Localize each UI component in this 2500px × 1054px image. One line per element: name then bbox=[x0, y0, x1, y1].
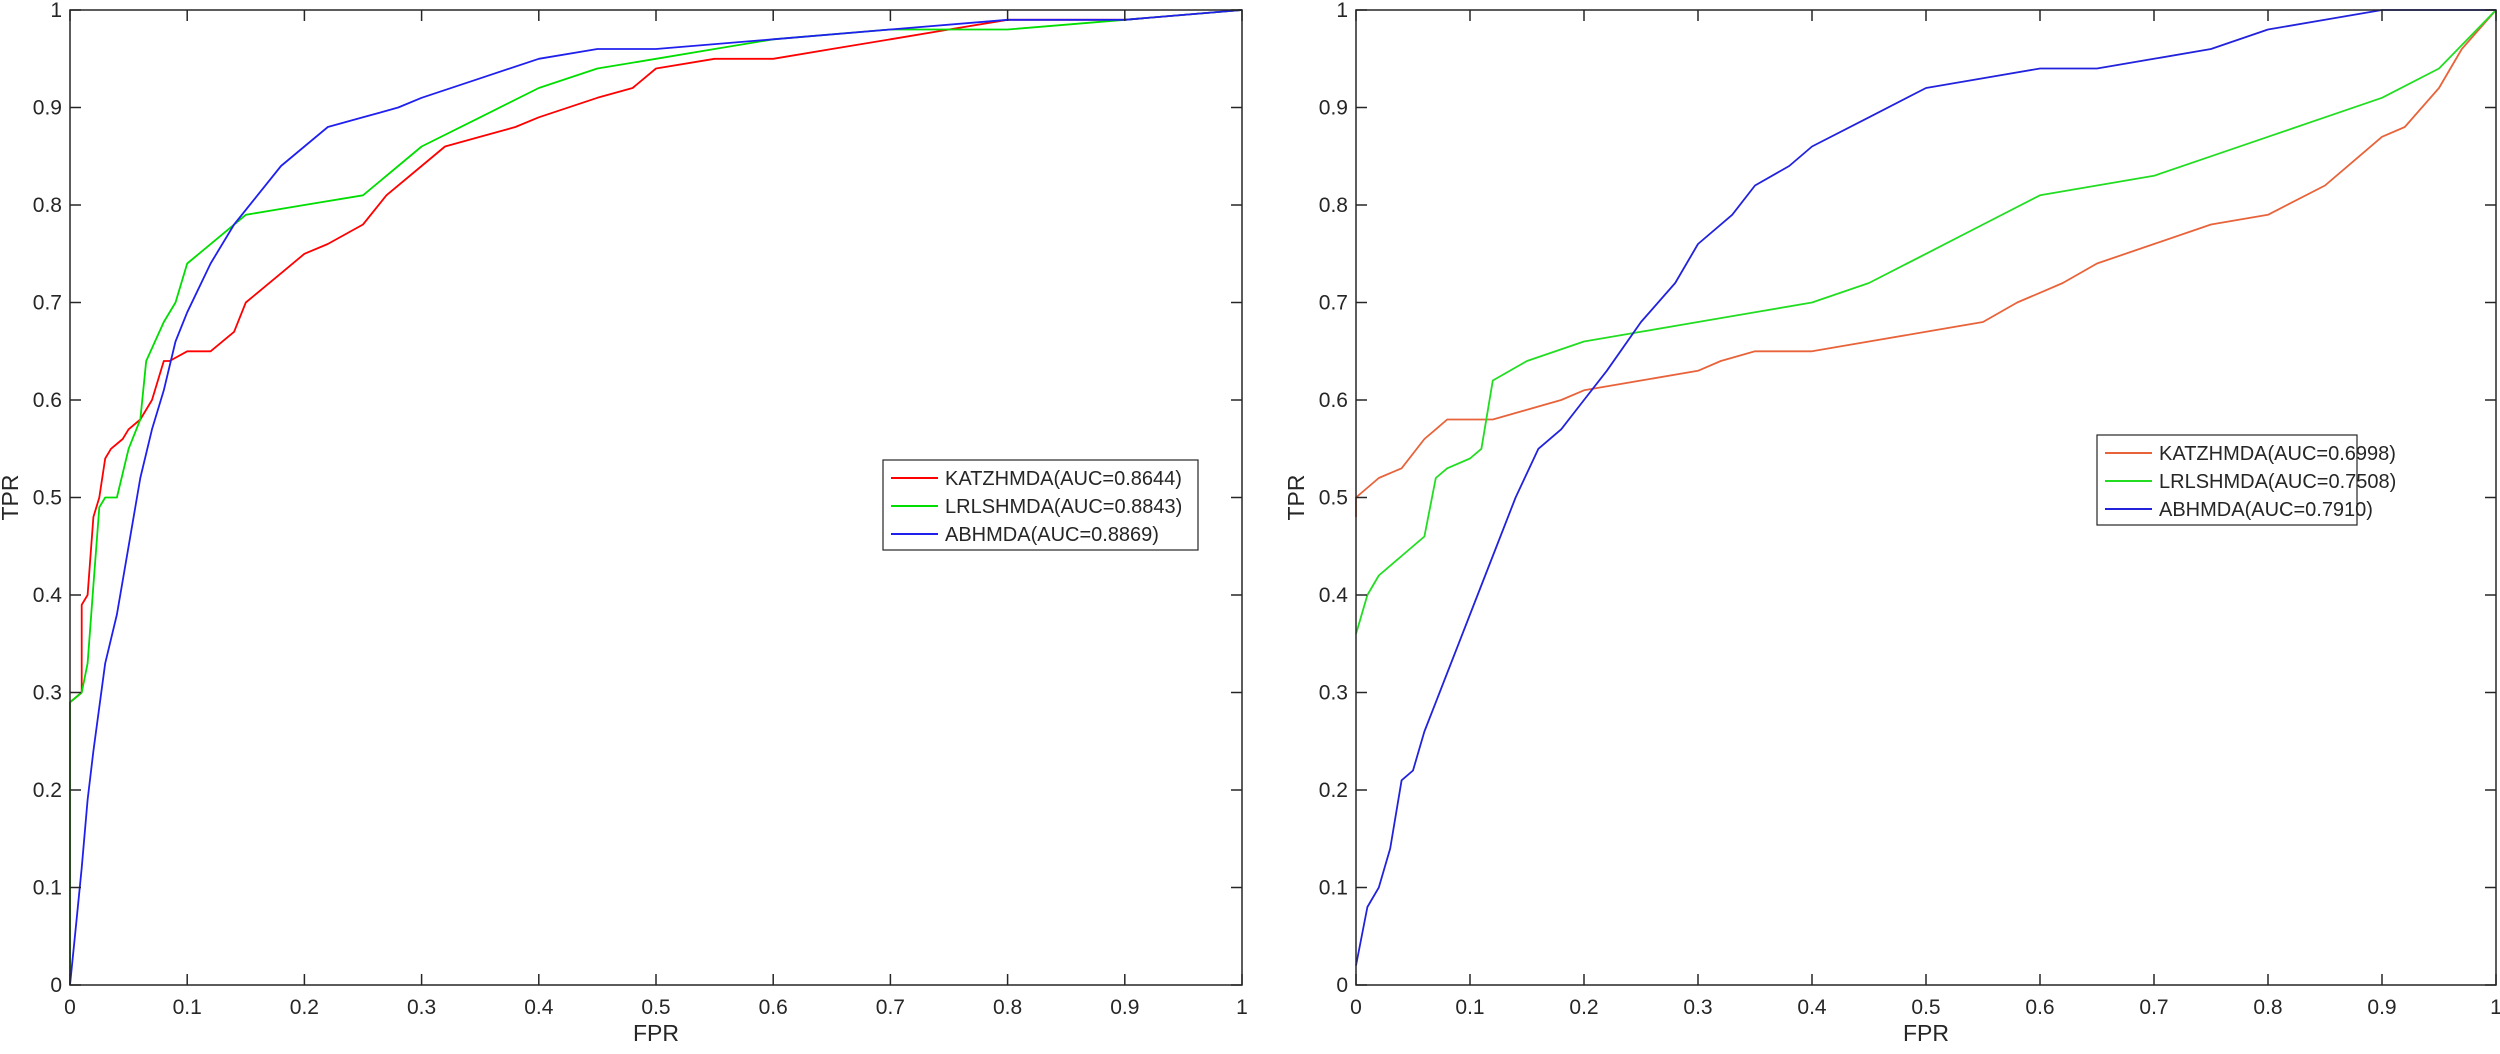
chart-panel-1: 0 0.1 0.2 0.3 0.4 0.5 0.6 0.7 0.8 0.9 1 0 0.1 0.2 0.3 0… bbox=[0, 0, 1248, 1046]
x-tick-label: 0.3 bbox=[1683, 996, 1712, 1019]
y-tick-label: 0.2 bbox=[1319, 779, 1348, 802]
x-tick-label: 0.8 bbox=[2253, 996, 2282, 1019]
x-tick-label: 0.6 bbox=[759, 996, 788, 1019]
y-tick-label: 0.7 bbox=[1319, 292, 1348, 315]
x-tick-label: 0.4 bbox=[524, 996, 554, 1019]
y-tick-label: 0.9 bbox=[1319, 97, 1348, 120]
legend-entry: LRLSHMDA(AUC=0.8843) bbox=[945, 496, 1182, 518]
x-tick-label: 1 bbox=[2490, 996, 2500, 1019]
y-axis-label: TPR bbox=[0, 475, 23, 521]
x-tick-label: 0.9 bbox=[1110, 996, 1139, 1019]
y-tick-label: 0.3 bbox=[33, 682, 62, 705]
x-tick-label: 0.7 bbox=[876, 996, 905, 1019]
y-tick-label: 0.4 bbox=[1319, 584, 1349, 607]
x-tick-label: 0.1 bbox=[1455, 996, 1484, 1019]
series-line-1 bbox=[1355, 9, 2497, 517]
y-tick-label: 0.5 bbox=[1319, 487, 1348, 510]
y-tick-label: 0.1 bbox=[33, 877, 62, 900]
y-tick-label: 0.7 bbox=[33, 292, 62, 315]
x-axis-label: FPR bbox=[1903, 1020, 1949, 1046]
y-axis-label: TPR bbox=[1283, 475, 1309, 521]
x-tick-label: 0.6 bbox=[2025, 996, 2054, 1019]
x-tick-label: 0 bbox=[1350, 996, 1362, 1019]
y-tick-label: 0.9 bbox=[33, 97, 62, 120]
x-tick-label: 0.9 bbox=[2367, 996, 2396, 1019]
x-axis-label: FPR bbox=[633, 1020, 679, 1046]
series-line-1 bbox=[69, 9, 1243, 985]
legend: KATZHMDA(AUC=0.6998) LRLSHMDA(AUC=0.7508)… bbox=[2096, 434, 2396, 526]
y-tick-label: 0 bbox=[50, 974, 62, 997]
x-tick-label: 0.5 bbox=[1911, 996, 1940, 1019]
x-tick-label: 0.2 bbox=[1569, 996, 1598, 1019]
y-tick-label: 1 bbox=[50, 0, 62, 22]
y-tick-label: 0.6 bbox=[1319, 389, 1348, 412]
y-tick-label: 0.3 bbox=[1319, 682, 1348, 705]
series-line-3 bbox=[69, 9, 1243, 986]
y-tick-label: 0.2 bbox=[33, 779, 62, 802]
y-tick-label: 1 bbox=[1336, 0, 1348, 22]
y-tick-label: 0.8 bbox=[1319, 194, 1348, 217]
series-line-2 bbox=[69, 9, 1243, 985]
x-tick-label: 0.3 bbox=[407, 996, 436, 1019]
x-tick-label: 0.4 bbox=[1797, 996, 1827, 1019]
series-line-2 bbox=[1355, 9, 2497, 635]
y-tick-label: 0.8 bbox=[33, 194, 62, 217]
y-tick-label: 0.6 bbox=[33, 389, 62, 412]
y-tick-label: 0 bbox=[1336, 974, 1348, 997]
legend-entry: LRLSHMDA(AUC=0.7508) bbox=[2159, 471, 2396, 493]
x-tick-label: 0.7 bbox=[2139, 996, 2168, 1019]
x-tick-label: 1 bbox=[1236, 996, 1248, 1019]
x-tick-label: 0.1 bbox=[173, 996, 202, 1019]
y-tick-label: 0.5 bbox=[33, 487, 62, 510]
x-tick-label: 0.5 bbox=[641, 996, 670, 1019]
legend: KATZHMDA(AUC=0.8644) LRLSHMDA(AUC=0.8843)… bbox=[882, 459, 1199, 551]
series-line-3 bbox=[1355, 9, 2496, 966]
x-tick-label: 0.8 bbox=[993, 996, 1022, 1019]
legend-entry: ABHMDA(AUC=0.7910) bbox=[2159, 499, 2373, 521]
x-tick-label: 0.2 bbox=[290, 996, 319, 1019]
y-tick-label: 0.4 bbox=[33, 584, 63, 607]
legend-entry: ABHMDA(AUC=0.8869) bbox=[945, 524, 1159, 546]
chart-panel-2: 0 0.1 0.2 0.3 0.4 0.5 0.6 0.7 0.8 0.9 1 0 0.1 0.2 0.3 0… bbox=[1283, 0, 2500, 1046]
x-tick-label: 0 bbox=[64, 996, 76, 1019]
legend-entry: KATZHMDA(AUC=0.6998) bbox=[2159, 443, 2396, 465]
legend-entry: KATZHMDA(AUC=0.8644) bbox=[945, 468, 1182, 490]
y-tick-label: 0.1 bbox=[1319, 877, 1348, 900]
